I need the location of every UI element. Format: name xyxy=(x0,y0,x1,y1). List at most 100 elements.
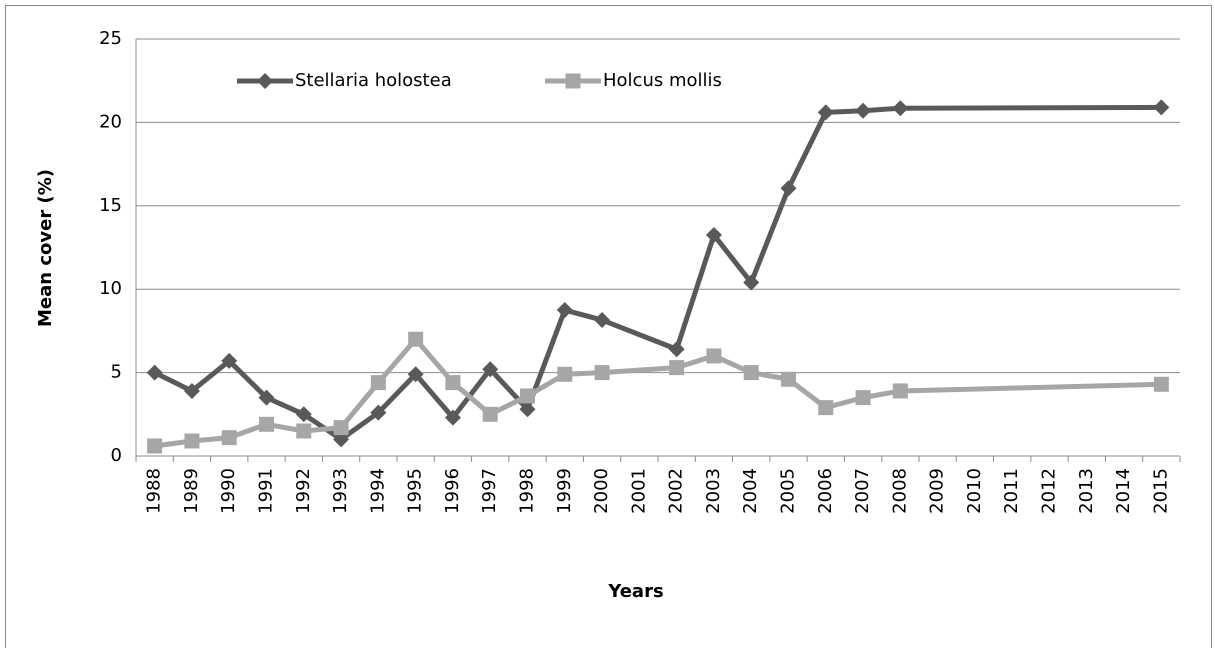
data-point xyxy=(221,352,238,369)
x-tick-label: 2015 xyxy=(1150,468,1171,514)
data-point xyxy=(855,390,871,406)
x-tick-label: 1997 xyxy=(479,468,500,514)
series-line xyxy=(674,234,717,351)
series-line xyxy=(153,370,194,394)
data-point xyxy=(1153,376,1169,392)
x-tick-label: 1993 xyxy=(330,468,351,514)
data-point xyxy=(594,365,610,381)
x-tick-label: 1989 xyxy=(181,468,202,514)
data-point xyxy=(781,371,796,387)
data-point xyxy=(892,383,908,399)
data-point xyxy=(668,341,685,358)
y-axis-title: Mean cover (%) xyxy=(35,169,56,327)
series-line xyxy=(339,381,381,430)
series-line xyxy=(190,358,231,393)
x-tick-label: 2007 xyxy=(852,468,873,514)
x-tick-label: 2003 xyxy=(703,468,724,514)
data-point xyxy=(482,406,498,422)
data-point xyxy=(669,360,685,376)
x-axis-title: Years xyxy=(607,581,663,602)
series-line xyxy=(376,372,418,415)
data-point xyxy=(594,312,611,329)
data-point xyxy=(146,364,163,381)
x-tick-label: 2006 xyxy=(815,468,836,514)
y-tick-label: 10 xyxy=(99,278,122,299)
data-point xyxy=(333,420,349,436)
x-tick-label: 2005 xyxy=(778,468,799,514)
data-point xyxy=(556,302,573,319)
x-tick-label: 2010 xyxy=(964,468,985,514)
y-tick-label: 5 xyxy=(111,362,122,383)
data-point xyxy=(444,409,461,426)
data-point xyxy=(221,430,237,446)
x-tick-label: 1988 xyxy=(144,468,165,514)
x-tick-label: 2004 xyxy=(740,468,761,514)
x-tick-label: 2002 xyxy=(666,468,687,514)
y-tick-label: 0 xyxy=(111,445,122,466)
x-tick-label: 2009 xyxy=(927,468,948,514)
data-point xyxy=(557,366,573,382)
series-line xyxy=(265,395,305,417)
data-point xyxy=(295,406,312,423)
data-point xyxy=(780,180,797,197)
series-line xyxy=(450,367,493,420)
series-line xyxy=(413,372,455,420)
x-tick-label: 1991 xyxy=(256,468,277,514)
data-point xyxy=(706,348,722,364)
data-point xyxy=(296,423,312,439)
data-point xyxy=(147,438,163,454)
data-point xyxy=(408,331,424,347)
series-line xyxy=(786,111,829,190)
x-tick-label: 2008 xyxy=(889,468,910,514)
y-tick-label: 15 xyxy=(99,195,122,216)
data-point xyxy=(817,104,834,121)
legend-label: Holcus mollis xyxy=(603,70,722,91)
data-point xyxy=(705,226,722,243)
x-tick-label: 1995 xyxy=(405,468,426,514)
data-point xyxy=(743,274,760,291)
x-tick-label: 1996 xyxy=(442,468,463,514)
y-tick-label: 25 xyxy=(99,28,122,49)
data-point xyxy=(407,366,424,383)
data-point xyxy=(1153,99,1170,116)
data-point xyxy=(520,388,535,404)
legend-marker xyxy=(257,73,273,89)
x-tick-label: 1998 xyxy=(517,468,538,514)
data-point xyxy=(519,401,536,418)
x-tick-label: 1999 xyxy=(554,468,575,514)
data-point xyxy=(259,416,274,432)
series-line xyxy=(711,233,754,285)
series-line xyxy=(601,365,677,376)
data-point xyxy=(892,100,909,117)
series-line xyxy=(900,104,1162,111)
legend-label: Stellaria holostea xyxy=(295,70,452,91)
y-tick-label: 20 xyxy=(99,111,122,132)
data-point xyxy=(855,102,872,119)
data-point xyxy=(445,375,461,391)
x-tick-label: 2013 xyxy=(1076,468,1097,514)
data-point xyxy=(370,404,387,421)
data-point xyxy=(333,431,350,448)
data-point xyxy=(743,365,759,381)
data-point xyxy=(818,400,834,416)
x-tick-label: 2012 xyxy=(1039,468,1060,514)
x-tick-label: 1990 xyxy=(218,468,239,514)
data-point xyxy=(183,382,200,399)
x-tick-label: 2011 xyxy=(1001,468,1022,514)
series-line xyxy=(227,359,269,400)
series-line xyxy=(900,381,1162,394)
data-point xyxy=(184,433,200,449)
x-tick-label: 2001 xyxy=(628,468,649,514)
x-tick-label: 1994 xyxy=(367,468,388,514)
chart-border xyxy=(5,5,1212,652)
x-tick-label: 2000 xyxy=(591,468,612,514)
data-point xyxy=(258,389,275,406)
data-point xyxy=(482,361,499,378)
x-tick-label: 1992 xyxy=(293,468,314,514)
series-line xyxy=(748,187,791,284)
series-line xyxy=(601,317,678,352)
legend-marker xyxy=(565,73,581,89)
data-point xyxy=(370,375,386,391)
x-tick-label: 2014 xyxy=(1113,468,1134,514)
